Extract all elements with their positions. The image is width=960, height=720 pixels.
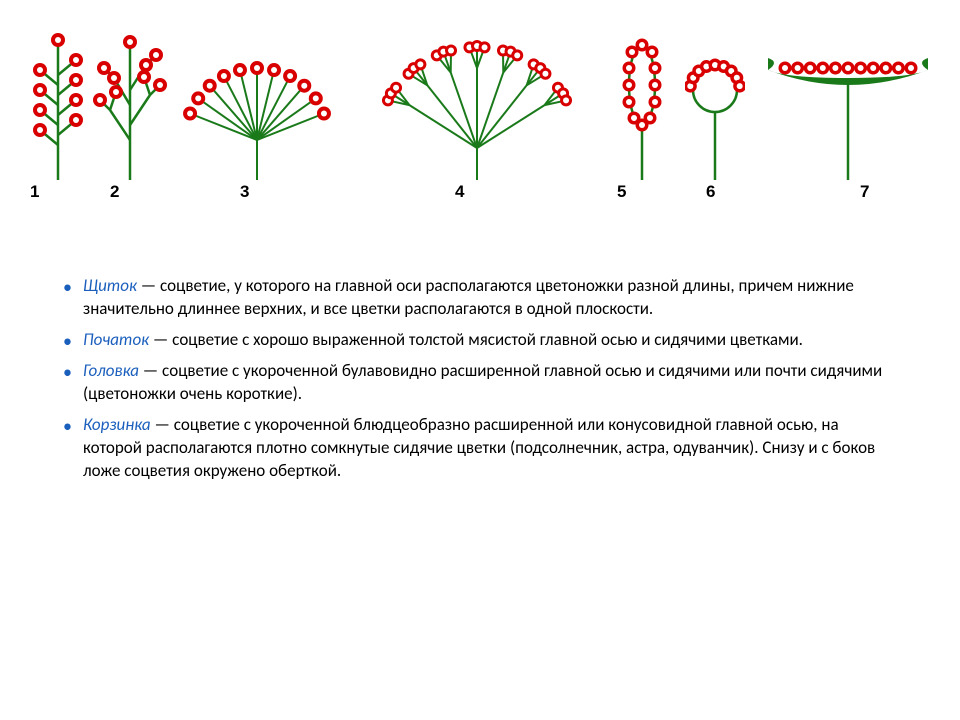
plant-label-2: 2 [110, 182, 119, 202]
plant-6: 6 [685, 30, 745, 180]
plant-1: 1 [30, 30, 85, 180]
inflorescence-diagram-row: 1 2 [20, 15, 940, 180]
plant-2: 2 [92, 30, 167, 180]
term: Щиток [83, 275, 137, 296]
definition-item: Головка — соцветие с укороченной булавов… [55, 360, 900, 406]
definition-text: — соцветие, у которого на главной оси ра… [83, 275, 854, 319]
definition-text: — соцветие с укороченной булавовидно рас… [83, 360, 882, 404]
plant-5: 5 [612, 30, 672, 180]
term: Головка [83, 360, 139, 381]
term: Початок [83, 329, 149, 350]
definition-item: Щиток — соцветие, у которого на главной … [55, 275, 900, 321]
plant-label-5: 5 [617, 182, 626, 202]
plant-label-7: 7 [860, 182, 869, 202]
plant-label-4: 4 [455, 182, 464, 202]
plant-label-1: 1 [30, 182, 39, 202]
definition-text: — соцветие с хорошо выраженной толстой м… [149, 329, 803, 350]
plant-7: 7 [760, 30, 935, 180]
definition-item: Початок — соцветие с хорошо выраженной т… [55, 329, 900, 352]
plant-3: 3 [175, 30, 340, 180]
definition-text: — соцветие с укороченной блюдцеобразно р… [83, 414, 875, 481]
plant-label-6: 6 [706, 182, 715, 202]
plant-label-3: 3 [240, 182, 249, 202]
term: Корзинка [83, 414, 151, 435]
plant-4: 4 [355, 30, 600, 180]
definitions-list: Щиток — соцветие, у которого на главной … [55, 275, 900, 491]
definition-item: Корзинка — соцветие с укороченной блюдце… [55, 414, 900, 483]
